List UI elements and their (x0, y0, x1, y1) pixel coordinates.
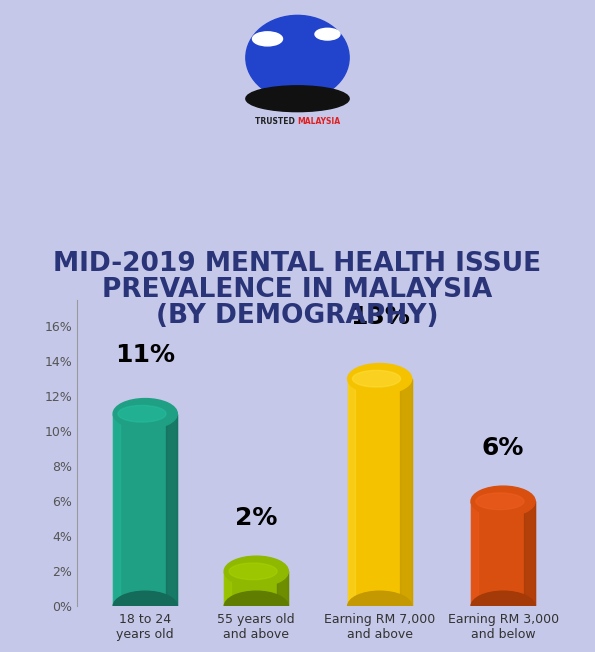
Text: PREVALENCE IN MALAYSIA: PREVALENCE IN MALAYSIA (102, 277, 493, 303)
Ellipse shape (113, 398, 177, 429)
Ellipse shape (118, 406, 166, 422)
Bar (277, 571, 289, 606)
Ellipse shape (113, 591, 177, 621)
Bar (471, 501, 535, 606)
Ellipse shape (347, 364, 412, 394)
Bar (113, 414, 120, 606)
Ellipse shape (229, 563, 277, 580)
Bar (524, 501, 535, 606)
Ellipse shape (347, 591, 412, 621)
Ellipse shape (315, 28, 340, 40)
Text: (BY DEMOGRAPHY): (BY DEMOGRAPHY) (156, 303, 439, 329)
Ellipse shape (224, 591, 289, 621)
Bar (224, 571, 289, 606)
Ellipse shape (246, 16, 349, 100)
Text: MALAYSIA: MALAYSIA (298, 117, 340, 126)
Ellipse shape (471, 486, 535, 516)
Bar (400, 379, 412, 606)
Ellipse shape (471, 591, 535, 621)
Ellipse shape (352, 370, 400, 387)
Ellipse shape (246, 86, 349, 111)
Text: TRUSTED: TRUSTED (255, 117, 298, 126)
Ellipse shape (476, 493, 524, 510)
Ellipse shape (252, 32, 283, 46)
Bar (224, 571, 231, 606)
Text: 13%: 13% (350, 304, 409, 329)
Ellipse shape (224, 556, 289, 587)
Text: 6%: 6% (482, 436, 524, 460)
Bar (347, 379, 355, 606)
Bar (166, 414, 177, 606)
Bar (113, 414, 177, 606)
Bar (347, 379, 412, 606)
Text: 11%: 11% (115, 343, 175, 367)
Bar (471, 501, 478, 606)
Text: MID-2019 MENTAL HEALTH ISSUE: MID-2019 MENTAL HEALTH ISSUE (54, 251, 541, 277)
Text: 2%: 2% (235, 506, 277, 530)
